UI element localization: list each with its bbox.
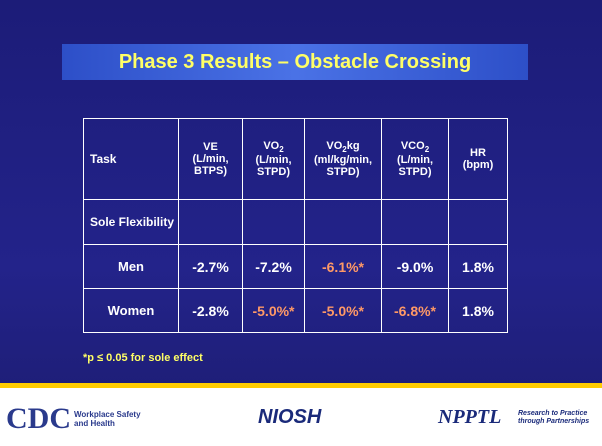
footer-rule (0, 383, 602, 388)
results-table: Task VE (L/min, BTPS) VO2 (L/min, STPD) VO2kg… (83, 118, 508, 333)
data-cell: -2.7% (178, 244, 243, 289)
npptl-tagline: Research to Practice through Partnership… (518, 410, 590, 425)
header-after: kg (346, 139, 360, 152)
data-cell: -6.1%* (304, 244, 382, 289)
header-main: VCO (400, 139, 425, 152)
header-main: VE (203, 141, 218, 153)
header-cell: HR (bpm) (448, 118, 508, 200)
header-sub: 2 (279, 145, 284, 155)
cdc-logo: CDC (6, 402, 71, 435)
data-cell: -2.8% (178, 288, 243, 333)
empty-cell (448, 199, 508, 245)
header-main: VO (263, 139, 280, 152)
header-cell: VE (L/min, BTPS) (178, 118, 243, 200)
data-cell: -9.0% (381, 244, 449, 289)
header-sub: 2 (424, 145, 430, 155)
data-cell: -6.8%* (381, 288, 449, 333)
header-main: VO (326, 139, 343, 152)
header-cell: Task (83, 118, 179, 200)
cdc-tagline: Workplace Safety and Health (74, 410, 141, 428)
header-main: HR (470, 147, 486, 159)
data-cell: -5.0%* (242, 288, 305, 333)
header-cell: VO2 (L/min, STPD) (242, 118, 305, 200)
row-label: Men (83, 244, 179, 289)
row-label: Women (83, 288, 179, 333)
header-unit: (L/min, BTPS) (192, 153, 229, 177)
data-cell: -5.0%* (304, 288, 382, 333)
empty-cell (304, 199, 382, 245)
header-unit: (ml/kg/min, STPD) (313, 154, 373, 179)
header-row: Task VE (L/min, BTPS) VO2 (L/min, STPD) VO2kg… (83, 118, 508, 200)
data-row: Women -2.8% -5.0%* -5.0%* -6.8%* 1.8% (83, 288, 508, 333)
header-unit: (bpm) (462, 159, 494, 171)
niosh-logo: NIOSH (258, 406, 322, 428)
empty-cell (178, 199, 243, 245)
empty-cell (381, 199, 449, 245)
header-unit: (L/min, STPD) (255, 154, 292, 179)
empty-cell (242, 199, 305, 245)
header-cell: VCO2 (L/min, STPD) (381, 118, 449, 200)
data-cell: 1.8% (448, 244, 508, 289)
header-sub: 2 (342, 145, 347, 155)
data-cell: -7.2% (242, 244, 305, 289)
header-unit: (L/min, STPD) (396, 154, 434, 179)
section-label: Sole Flexibility (83, 199, 179, 245)
section-row: Sole Flexibility (83, 199, 508, 245)
header-cell: VO2kg (ml/kg/min, STPD) (304, 118, 382, 200)
footnote: *p ≤ 0.05 for sole effect (83, 352, 203, 364)
npptl-logo: NPPTL (438, 406, 502, 428)
header-main: Task (90, 152, 117, 166)
data-row: Men -2.7% -7.2% -6.1%* -9.0% 1.8% (83, 244, 508, 289)
footer: CDC Workplace Safety and Health NIOSH NP… (0, 388, 602, 446)
slide-title: Phase 3 Results – Obstacle Crossing (62, 44, 528, 80)
data-cell: 1.8% (448, 288, 508, 333)
